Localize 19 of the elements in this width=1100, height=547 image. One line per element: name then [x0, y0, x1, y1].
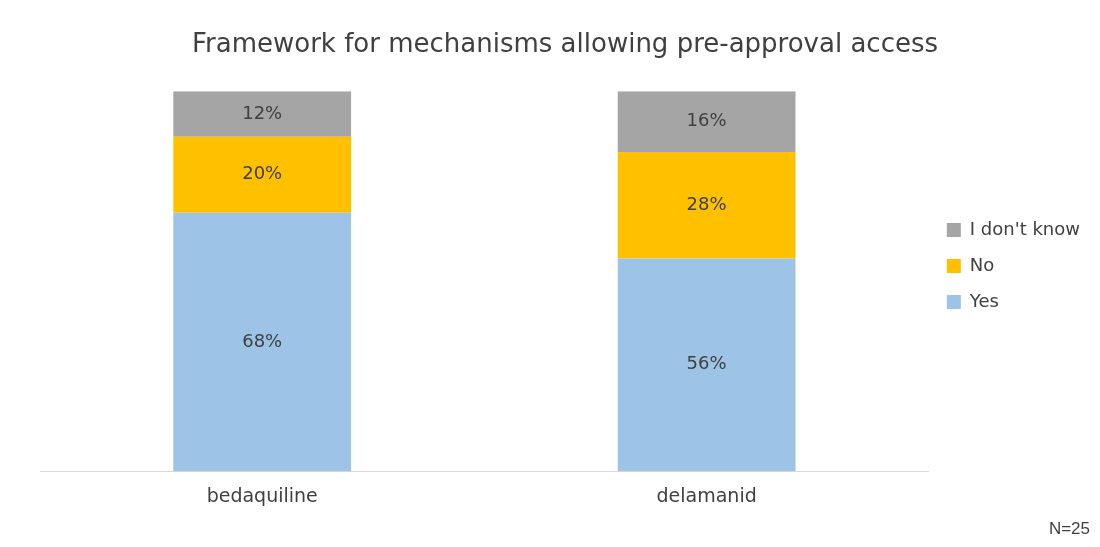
- legend-label: I don't know: [969, 217, 1080, 239]
- data-label: 20%: [242, 162, 283, 184]
- bar: [173, 91, 352, 137]
- x-tick-label: bedaquiline: [206, 483, 318, 506]
- x-tick-label: delamanid: [656, 483, 757, 506]
- data-label: 56%: [686, 352, 727, 374]
- legend-label: Yes: [968, 289, 999, 311]
- data-label: 16%: [686, 109, 727, 131]
- bar: [617, 91, 796, 152]
- bar: [173, 136, 352, 213]
- bar: [173, 212, 352, 472]
- data-label: 68%: [242, 329, 283, 351]
- bar: [617, 152, 796, 259]
- bar: [617, 258, 796, 472]
- legend-label: No: [969, 253, 995, 275]
- text: N=25: [1048, 519, 1090, 539]
- data-label: 12%: [242, 101, 283, 123]
- data-label: 28%: [686, 192, 727, 214]
- chart-title: Framework for mechanisms allowing pre-approval access: [191, 28, 939, 59]
